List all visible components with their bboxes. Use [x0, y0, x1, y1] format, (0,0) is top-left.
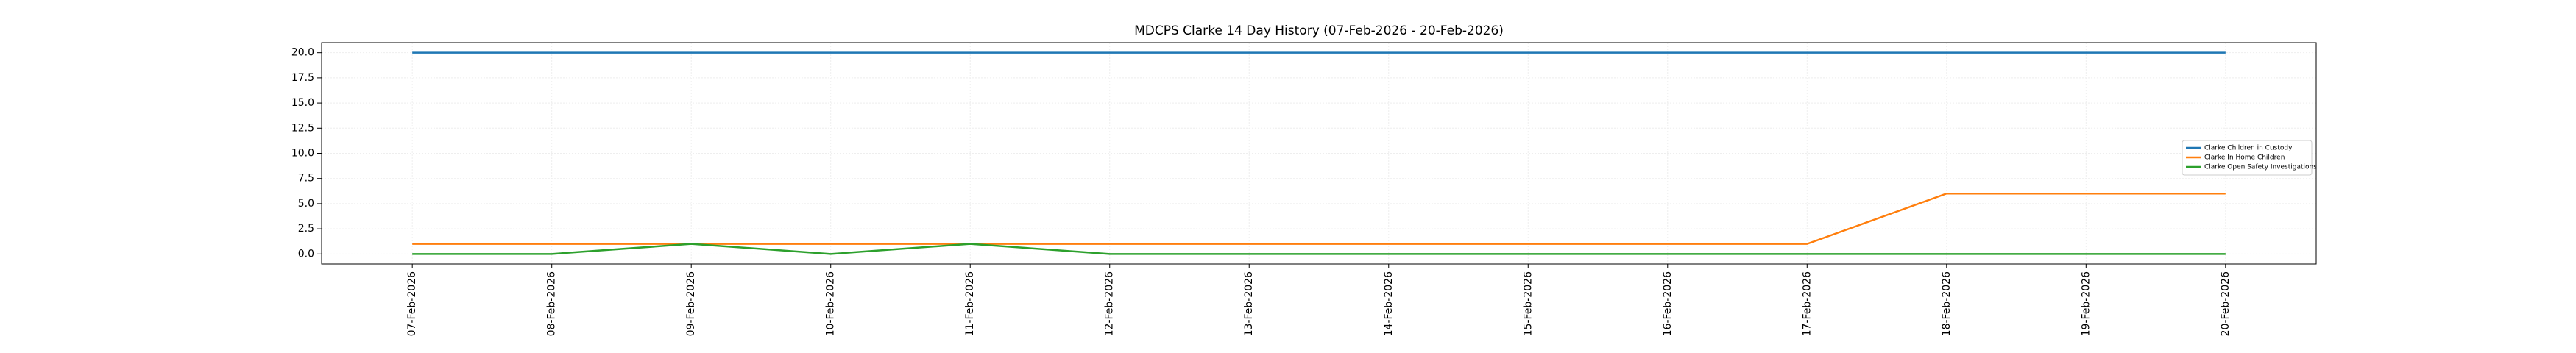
y-tick-label: 0.0 [298, 248, 314, 260]
y-tick-label: 5.0 [298, 198, 314, 210]
x-tick-label: 11-Feb-2026 [964, 271, 976, 336]
y-tick-label: 20.0 [291, 47, 314, 59]
x-tick-label: 09-Feb-2026 [685, 271, 697, 336]
legend-label: Clarke Children in Custody [2204, 145, 2293, 152]
x-tick-label: 12-Feb-2026 [1104, 271, 1116, 336]
chart-title: MDCPS Clarke 14 Day History (07-Feb-2026… [1134, 24, 1504, 38]
x-tick-label: 15-Feb-2026 [1522, 271, 1534, 336]
plot-frame [321, 42, 2317, 265]
y-tick-label: 2.5 [298, 223, 314, 235]
y-tick-label: 10.0 [291, 148, 314, 160]
y-tick-label: 15.0 [291, 97, 314, 109]
legend-label: Clarke In Home Children [2204, 154, 2285, 162]
series-line [412, 243, 2226, 255]
legend-label: Clarke Open Safety Investigations [2204, 164, 2317, 171]
x-tick-label: 08-Feb-2026 [546, 271, 558, 336]
x-tick-label: 07-Feb-2026 [406, 271, 418, 336]
x-tick-label: 10-Feb-2026 [825, 271, 837, 336]
y-tick-label: 17.5 [291, 72, 314, 84]
legend-box [2182, 140, 2313, 176]
x-tick-label: 18-Feb-2026 [1941, 271, 1953, 336]
x-tick-label: 19-Feb-2026 [2080, 271, 2092, 336]
x-tick-label: 16-Feb-2026 [1662, 271, 1674, 336]
x-tick-label: 17-Feb-2026 [1801, 271, 1813, 336]
x-tick-label: 14-Feb-2026 [1383, 271, 1395, 336]
x-tick-label: 20-Feb-2026 [2220, 271, 2232, 336]
y-tick-label: 7.5 [298, 173, 314, 185]
series-line [412, 192, 2226, 245]
y-tick-label: 12.5 [291, 122, 314, 134]
x-tick-label: 13-Feb-2026 [1243, 271, 1255, 336]
